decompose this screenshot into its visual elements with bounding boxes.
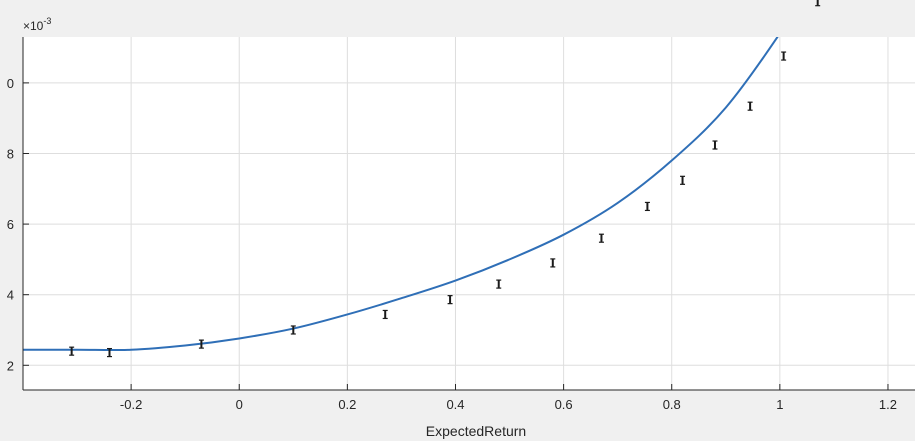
series-layer [23, 37, 779, 352]
data-point [680, 175, 686, 185]
x-tick-labels: -0.2 0 0.2 0.4 0.6 0.8 1 1.2 [120, 397, 897, 412]
data-point [712, 140, 718, 150]
data-point [644, 201, 650, 212]
axes-background [23, 37, 915, 390]
x-tick-label: 0.8 [663, 397, 681, 412]
y-tick-label: 8 [7, 146, 14, 161]
x-tick-label: 0.4 [446, 397, 464, 412]
data-point [382, 309, 388, 320]
y-tick-label: 6 [7, 217, 14, 232]
data-point [550, 258, 556, 268]
data-point [815, 0, 821, 7]
grid-lines [23, 37, 915, 390]
y-tick-label: 0 [7, 76, 14, 91]
marker-layer [69, 0, 821, 358]
x-tick-label: 1.2 [879, 397, 897, 412]
data-point [747, 101, 753, 111]
y-tick-label: 2 [7, 358, 14, 373]
data-point [290, 325, 296, 335]
axes-frame [22, 37, 915, 391]
x-tick-label: -0.2 [120, 397, 142, 412]
data-point [106, 347, 112, 358]
y-exponent-label: ×10-3 [23, 16, 51, 33]
data-point [198, 339, 204, 349]
series-line [23, 37, 779, 352]
x-axis-label: ExpectedReturn [426, 423, 526, 439]
x-tick-label: 1 [776, 397, 783, 412]
data-point [447, 295, 453, 305]
x-tick-label: 0.6 [555, 397, 573, 412]
data-point [69, 346, 75, 356]
y-tick-labels: 2 4 6 8 0 [7, 76, 14, 373]
x-tick-label: 0.2 [338, 397, 356, 412]
data-point [496, 279, 502, 289]
x-tick-label: 0 [236, 397, 243, 412]
data-point [781, 51, 787, 61]
y-tick-label: 4 [7, 288, 14, 303]
data-point [598, 233, 604, 243]
